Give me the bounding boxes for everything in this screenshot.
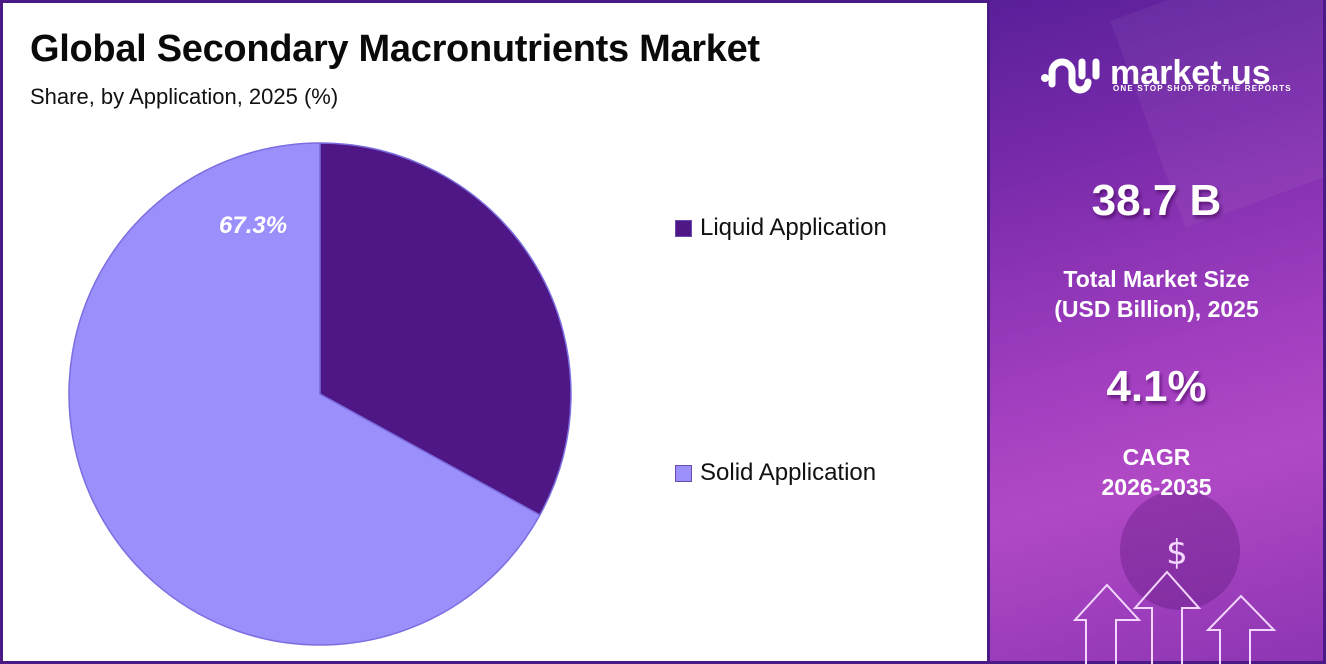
cagr-label-line1: CAGR xyxy=(1122,444,1191,470)
panel-divider xyxy=(987,0,990,664)
brand-logo: market.us xyxy=(1040,50,1271,96)
cagr-label-line2: 2026-2035 xyxy=(1101,474,1212,500)
logo-tagline: ONE STOP SHOP FOR THE REPORTS xyxy=(1113,84,1292,93)
background-circle xyxy=(1120,490,1240,610)
dollar-icon: $ xyxy=(1166,533,1188,573)
pie-slice-liquid[interactable] xyxy=(319,142,572,517)
logo-text: market.us xyxy=(1110,54,1271,92)
market-size-label-line1: Total Market Size xyxy=(1063,266,1250,292)
legend-swatch-liquid xyxy=(675,219,692,237)
market-size-value: 38.7 B xyxy=(1091,176,1222,225)
market-size-label-line2: (USD Billion), 2025 xyxy=(1054,296,1259,322)
growth-arrows-icon: $ xyxy=(1072,533,1277,664)
chart-subtitle: Share, by Application, 2025 (%) xyxy=(30,84,339,109)
pie-chart xyxy=(68,142,572,646)
market-us-logo-icon xyxy=(1041,58,1100,94)
chart-title: Global Secondary Macronutrients Market xyxy=(30,28,760,70)
legend-item-liquid[interactable]: Liquid Application xyxy=(675,214,887,242)
pie-slice-solid[interactable] xyxy=(68,142,541,646)
legend-item-solid[interactable]: Solid Application xyxy=(675,459,876,487)
legend-label-solid: Solid Application xyxy=(700,459,877,486)
cagr-value: 4.1% xyxy=(1106,362,1207,411)
stats-sidebar xyxy=(990,0,1323,661)
pie-label-solid: 67.3% xyxy=(219,212,288,239)
legend-swatch-solid xyxy=(675,464,692,482)
legend-label-liquid: Liquid Application xyxy=(700,214,887,241)
